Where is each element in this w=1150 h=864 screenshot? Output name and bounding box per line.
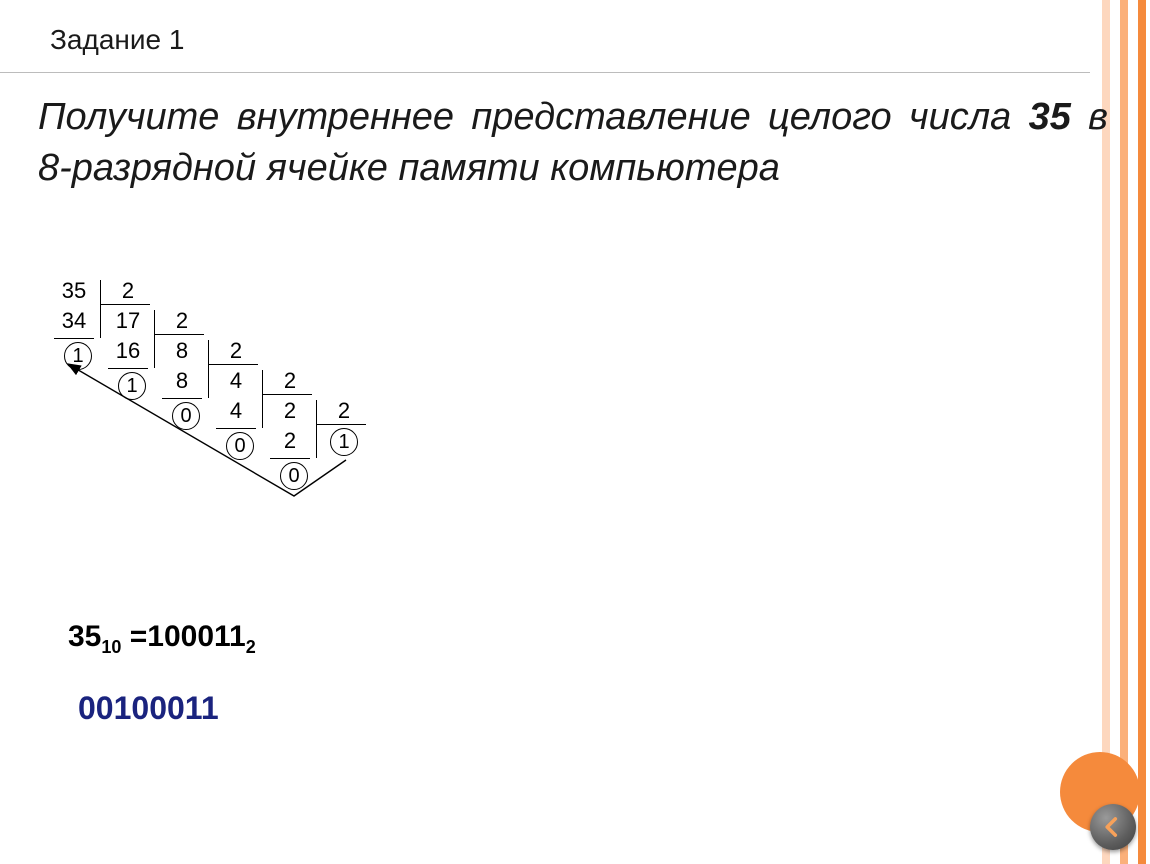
title-underline	[0, 72, 1090, 73]
read-arrow	[50, 276, 470, 576]
lhs-val: 35	[68, 620, 101, 653]
rhs-base: 2	[246, 637, 256, 657]
stripe-dark	[1138, 0, 1146, 864]
back-button[interactable]	[1090, 804, 1136, 850]
body-pre: Получите внутреннее представление целого…	[38, 96, 1029, 138]
rhs-val: 100011	[147, 620, 245, 653]
stripe-mid	[1120, 0, 1128, 864]
slide: Задание 1 Получите внутреннее представле…	[0, 0, 1150, 864]
lhs-base: 10	[101, 637, 121, 657]
conversion-result: 3510 =1000112	[68, 620, 256, 658]
answer-8bit: 00100011	[78, 690, 219, 727]
task-title: Задание 1	[50, 24, 184, 56]
division-diagram: 35 2 34 1 17 2 16 1 8 2 8 0 4 2 4 0 2 2 …	[50, 276, 470, 576]
eq: =	[121, 620, 147, 653]
back-arrow-icon	[1099, 813, 1127, 841]
body-bold: 35	[1029, 96, 1071, 138]
task-body: Получите внутреннее представление целого…	[38, 92, 1108, 195]
